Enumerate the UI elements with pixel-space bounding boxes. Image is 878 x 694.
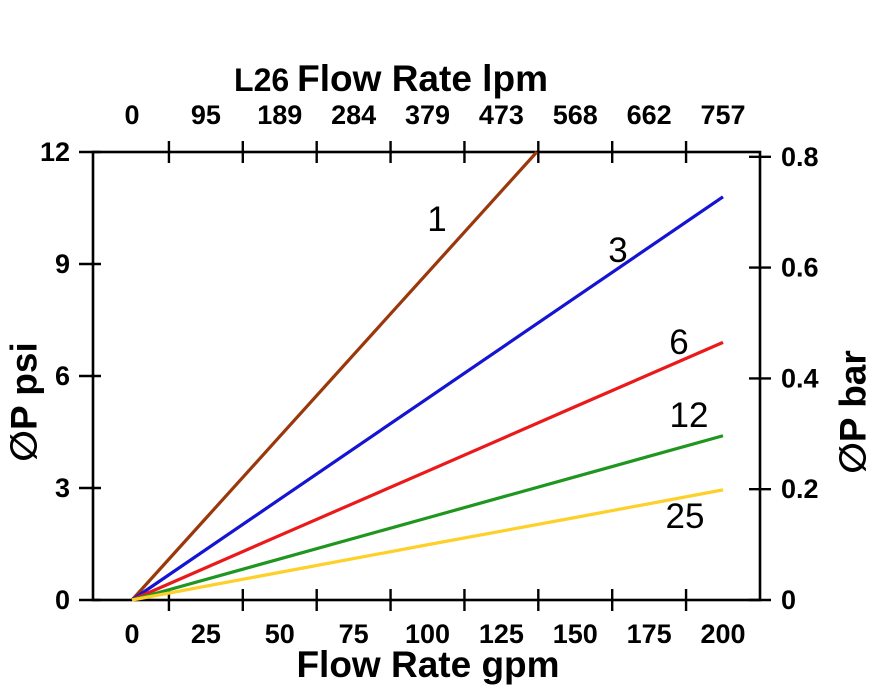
bottom-tick-label: 0 bbox=[124, 619, 139, 649]
right-axis-title: ∅P bar bbox=[832, 350, 874, 474]
bottom-tick-label: 100 bbox=[405, 619, 450, 649]
top-tick-label: 284 bbox=[331, 100, 376, 130]
bottom-tick-label: 50 bbox=[265, 619, 295, 649]
left-tick-label: 6 bbox=[55, 361, 70, 391]
top-tick-label: 662 bbox=[627, 100, 672, 130]
bottom-axis-title: Flow Rate gpm bbox=[296, 644, 560, 685]
bottom-tick-label: 125 bbox=[479, 619, 524, 649]
left-tick-label: 0 bbox=[55, 585, 70, 615]
left-tick-label: 12 bbox=[40, 137, 70, 167]
top-tick-label: 757 bbox=[700, 100, 745, 130]
series-label-1: 1 bbox=[427, 200, 446, 239]
series-line-12 bbox=[131, 434, 724, 602]
bottom-tick-label: 175 bbox=[627, 619, 672, 649]
top-tick-label: 473 bbox=[479, 100, 524, 130]
series-label-6: 6 bbox=[669, 323, 688, 362]
right-tick-label: 0.6 bbox=[781, 253, 819, 283]
series-line-25 bbox=[131, 488, 724, 602]
right-tick-label: 0 bbox=[781, 585, 796, 615]
right-tick-label: 0.2 bbox=[781, 474, 819, 504]
bottom-tick-label: 150 bbox=[553, 619, 598, 649]
left-tick-label: 9 bbox=[55, 249, 70, 279]
model-label: L26 bbox=[234, 62, 290, 98]
bottom-tick-label: 75 bbox=[339, 619, 369, 649]
top-tick-label: 0 bbox=[124, 100, 139, 130]
top-tick-label: 568 bbox=[553, 100, 598, 130]
series-line-3 bbox=[131, 195, 724, 602]
series-label-3: 3 bbox=[608, 231, 627, 270]
top-axis-title: L26 Flow Rate lpm bbox=[234, 58, 548, 100]
bottom-tick-label: 25 bbox=[191, 619, 221, 649]
series-line-6 bbox=[131, 340, 724, 602]
top-axis-title-text: Flow Rate lpm bbox=[297, 58, 548, 99]
right-tick-label: 0.4 bbox=[781, 363, 819, 393]
top-tick-label: 379 bbox=[405, 100, 450, 130]
series-label-25: 25 bbox=[666, 497, 705, 536]
top-tick-label: 189 bbox=[257, 100, 302, 130]
left-axis-title: ∅P psi bbox=[3, 342, 45, 462]
top-tick-label: 95 bbox=[191, 100, 221, 130]
right-tick-label: 0.8 bbox=[781, 142, 819, 172]
left-tick-label: 3 bbox=[55, 473, 70, 503]
bottom-tick-label: 200 bbox=[700, 619, 745, 649]
series-label-12: 12 bbox=[670, 396, 709, 435]
series-line-1 bbox=[130, 150, 539, 602]
